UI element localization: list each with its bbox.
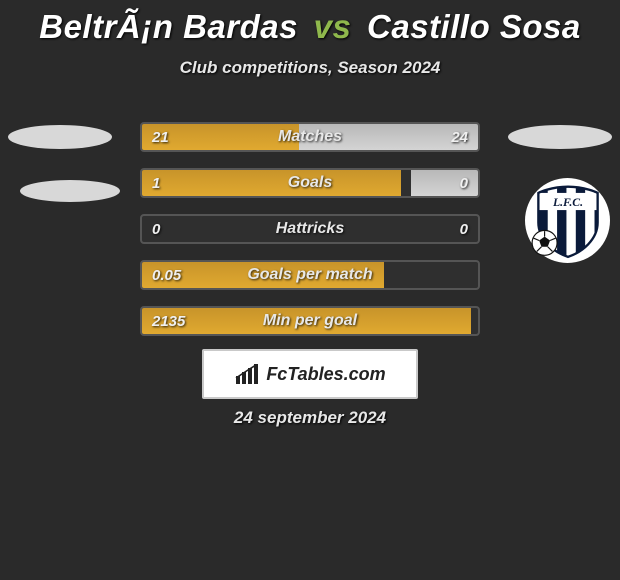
player1-name: BeltrÃ¡n Bardas <box>39 8 298 45</box>
stat-row: 2135Min per goal <box>140 306 480 336</box>
brand-text: FcTables.com <box>266 364 385 385</box>
subtitle: Club competitions, Season 2024 <box>0 58 620 78</box>
stat-row: 21Matches24 <box>140 122 480 152</box>
club-badge-right: L.F.C. <box>525 178 610 263</box>
bar-right <box>299 124 478 150</box>
bar-right <box>411 170 478 196</box>
crest-text: L.F.C. <box>552 196 583 209</box>
vs-label: vs <box>314 8 352 45</box>
badge-shadow-right <box>508 125 612 149</box>
bar-left <box>142 308 471 334</box>
badge-shadow-left <box>8 125 112 149</box>
bar-left <box>142 262 384 288</box>
bar-left <box>142 170 401 196</box>
player2-name: Castillo Sosa <box>367 8 581 45</box>
stat-label: Hattricks <box>142 216 478 242</box>
stat-value-left: 0 <box>152 216 160 242</box>
badge-shadow-left-2 <box>20 180 120 202</box>
page-title: BeltrÃ¡n Bardas vs Castillo Sosa <box>0 0 620 46</box>
stat-row: 0.05Goals per match <box>140 260 480 290</box>
stat-value-right: 0 <box>460 216 468 242</box>
stat-row: 0Hattricks0 <box>140 214 480 244</box>
brand-box: FcTables.com <box>202 349 418 399</box>
bars-icon <box>234 362 262 386</box>
date-text: 24 september 2024 <box>0 408 620 428</box>
bar-left <box>142 124 299 150</box>
stats-panel: 21Matches24 1Goals0 0Hattricks0 0.05Goals p… <box>140 122 480 352</box>
comparison-card: BeltrÃ¡n Bardas vs Castillo Sosa Club co… <box>0 0 620 580</box>
lfc-crest-icon: L.F.C. <box>529 182 607 260</box>
stat-row: 1Goals0 <box>140 168 480 198</box>
